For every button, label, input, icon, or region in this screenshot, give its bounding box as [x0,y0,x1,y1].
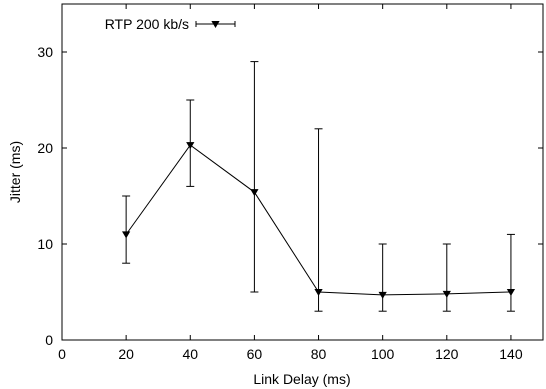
legend-label: RTP 200 kb/s [105,16,189,32]
legend-sample [195,21,236,29]
y-tick-label: 10 [37,236,53,252]
data-point-marker [378,291,387,299]
x-tick-label: 0 [58,346,66,362]
data-point-marker [442,290,451,298]
error-bars [122,61,515,312]
data-point-marker [314,289,323,297]
y-tick-label: 30 [37,44,53,60]
y-tick-label: 20 [37,140,53,156]
y-tick-label: 0 [45,332,53,348]
data-point-marker [250,189,259,197]
data-point-marker [122,231,131,239]
x-tick-label: 100 [371,346,395,362]
data-point-marker [506,289,516,297]
x-axis-title: Link Delay (ms) [253,371,350,387]
x-tick-label: 120 [435,346,459,362]
x-tick-label: 20 [118,346,134,362]
data-series [122,142,516,299]
axis-ticks: 0 20 40 60 80 100 120 140 0 10 20 30 [37,4,543,362]
data-point-marker [186,142,195,150]
legend: RTP 200 kb/s [105,16,236,32]
x-tick-label: 40 [182,346,198,362]
x-tick-label: 140 [499,346,523,362]
x-tick-label: 80 [311,346,327,362]
plot-frame [61,3,544,341]
y-axis-title: Jitter (ms) [7,141,23,203]
legend-marker [211,21,220,29]
x-tick-label: 60 [247,346,263,362]
